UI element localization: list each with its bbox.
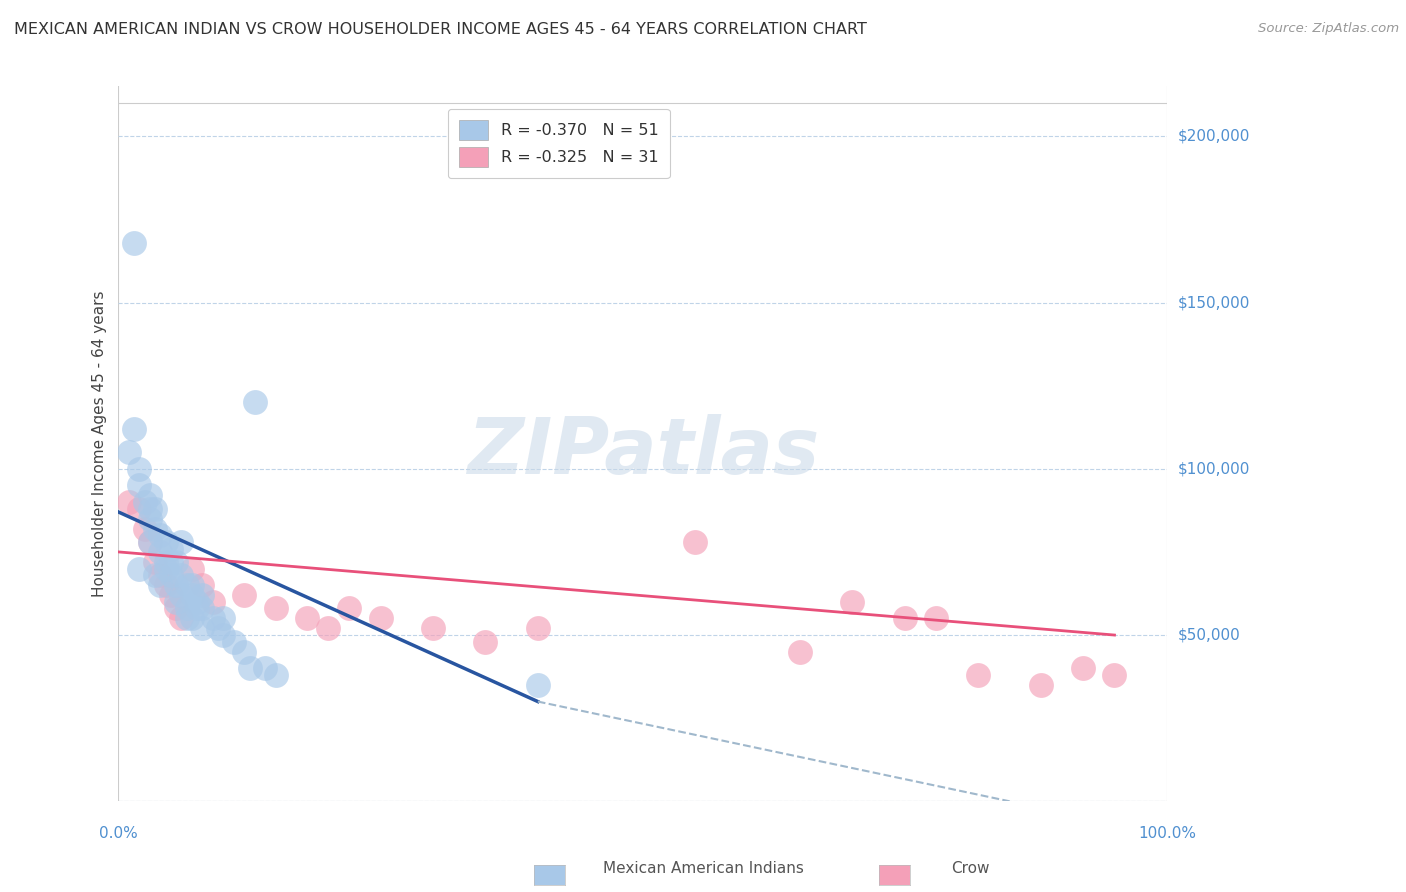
Text: Source: ZipAtlas.com: Source: ZipAtlas.com: [1258, 22, 1399, 36]
Point: [155, 555, 177, 569]
Point: [474, 634, 496, 648]
Point: [212, 628, 235, 642]
Point: [212, 611, 235, 625]
Point: [134, 522, 156, 536]
Point: [925, 611, 948, 625]
Point: [139, 488, 162, 502]
Point: [160, 588, 183, 602]
Point: [264, 668, 287, 682]
Point: [191, 578, 214, 592]
Point: [967, 668, 990, 682]
Point: [243, 395, 266, 409]
Point: [149, 528, 172, 542]
Point: [370, 611, 392, 625]
Point: [191, 588, 214, 602]
Point: [160, 541, 183, 556]
Point: [143, 501, 166, 516]
Point: [118, 495, 141, 509]
Point: [165, 595, 187, 609]
Point: [894, 611, 917, 625]
Point: [295, 611, 318, 625]
Point: [207, 621, 229, 635]
Point: [180, 561, 202, 575]
Point: [143, 522, 166, 536]
Point: [165, 601, 187, 615]
Point: [139, 501, 162, 516]
Point: [789, 645, 811, 659]
Point: [201, 611, 224, 625]
Point: [186, 595, 208, 609]
Point: [186, 601, 208, 615]
Point: [254, 661, 277, 675]
Point: [155, 578, 177, 592]
Point: [316, 621, 339, 635]
Point: [128, 478, 150, 492]
Point: [233, 588, 256, 602]
Point: [337, 601, 360, 615]
Point: [143, 555, 166, 569]
Point: [128, 561, 150, 575]
Legend: R = -0.370   N = 51, R = -0.325   N = 31: R = -0.370 N = 51, R = -0.325 N = 31: [449, 109, 669, 178]
Y-axis label: Householder Income Ages 45 - 64 years: Householder Income Ages 45 - 64 years: [93, 291, 107, 597]
Point: [139, 535, 162, 549]
Point: [527, 621, 550, 635]
Text: $100,000: $100,000: [1178, 461, 1250, 476]
Point: [122, 235, 145, 250]
Point: [160, 568, 183, 582]
Point: [191, 601, 214, 615]
Point: [233, 645, 256, 659]
Point: [160, 555, 183, 569]
Point: [128, 462, 150, 476]
Text: $200,000: $200,000: [1178, 128, 1250, 144]
Point: [176, 601, 198, 615]
Point: [170, 588, 193, 602]
Point: [170, 611, 193, 625]
Text: $50,000: $50,000: [1178, 628, 1240, 642]
Point: [180, 578, 202, 592]
Point: [238, 661, 260, 675]
Point: [841, 595, 863, 609]
Text: Crow: Crow: [950, 861, 990, 876]
Text: $150,000: $150,000: [1178, 295, 1250, 310]
Point: [143, 568, 166, 582]
Point: [155, 561, 177, 575]
Point: [149, 578, 172, 592]
Point: [180, 588, 202, 602]
Point: [1029, 678, 1052, 692]
Text: MEXICAN AMERICAN INDIAN VS CROW HOUSEHOLDER INCOME AGES 45 - 64 YEARS CORRELATIO: MEXICAN AMERICAN INDIAN VS CROW HOUSEHOL…: [14, 22, 868, 37]
Point: [118, 445, 141, 459]
Text: Mexican American Indians: Mexican American Indians: [603, 861, 803, 876]
Point: [134, 495, 156, 509]
Point: [139, 511, 162, 525]
Point: [128, 501, 150, 516]
Point: [149, 568, 172, 582]
Point: [139, 535, 162, 549]
Point: [176, 578, 198, 592]
Point: [191, 621, 214, 635]
Text: 100.0%: 100.0%: [1137, 826, 1197, 841]
Point: [155, 535, 177, 549]
Point: [1104, 668, 1126, 682]
Point: [165, 555, 187, 569]
Point: [165, 578, 187, 592]
Point: [1071, 661, 1094, 675]
Point: [170, 535, 193, 549]
Point: [222, 634, 245, 648]
Text: ZIPatlas: ZIPatlas: [467, 414, 818, 490]
Point: [683, 535, 706, 549]
Point: [180, 611, 202, 625]
Point: [176, 611, 198, 625]
Point: [149, 545, 172, 559]
Point: [201, 595, 224, 609]
Point: [527, 678, 550, 692]
Point: [122, 422, 145, 436]
Point: [264, 601, 287, 615]
Point: [422, 621, 444, 635]
Text: 0.0%: 0.0%: [98, 826, 138, 841]
Point: [170, 568, 193, 582]
